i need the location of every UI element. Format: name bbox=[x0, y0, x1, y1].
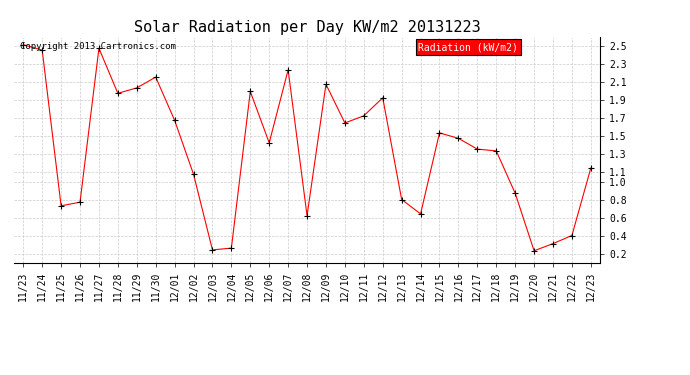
Title: Solar Radiation per Day KW/m2 20131223: Solar Radiation per Day KW/m2 20131223 bbox=[134, 20, 480, 35]
Text: Radiation (kW/m2): Radiation (kW/m2) bbox=[418, 42, 518, 52]
Text: Copyright 2013 Cartronics.com: Copyright 2013 Cartronics.com bbox=[19, 42, 175, 51]
